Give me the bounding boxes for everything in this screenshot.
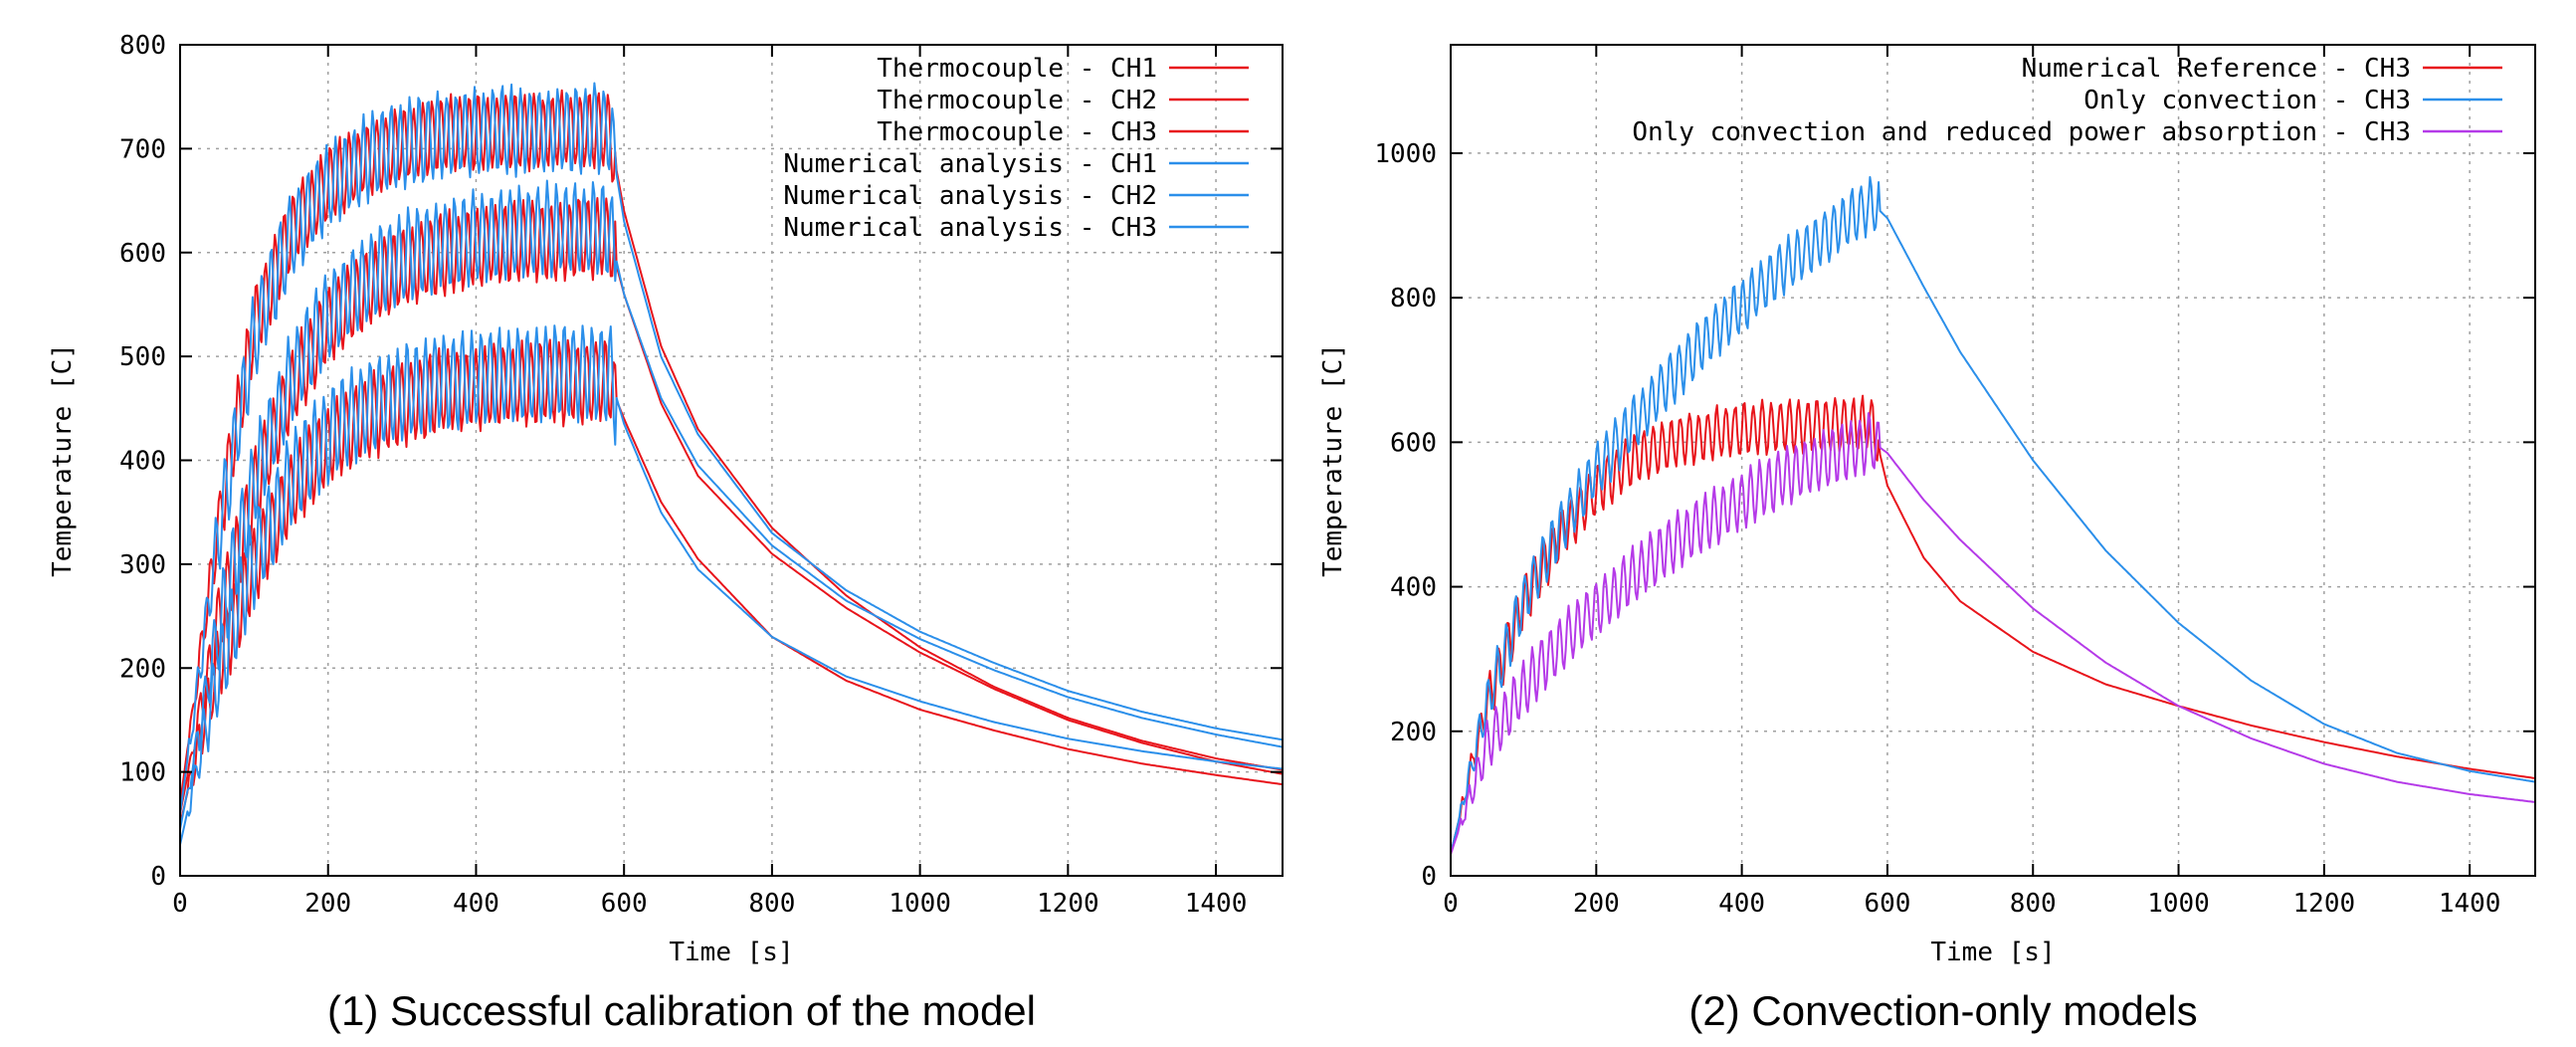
x-tick-label: 400	[1718, 889, 1765, 919]
x-tick-label: 600	[1864, 889, 1910, 919]
y-tick-label: 700	[119, 134, 166, 164]
y-tick-label: 800	[119, 31, 166, 61]
y-tick-label: 200	[119, 654, 166, 684]
x-tick-label: 800	[748, 889, 795, 919]
x-tick-label: 800	[2010, 889, 2057, 919]
chart-caption: (2) Convection-only models	[1688, 987, 2197, 1034]
axis-ticks: 0 200 400 600 800 1000 1200 1400 0 100 200 300 400 50…	[119, 31, 1283, 919]
y-tick-label: 500	[119, 342, 166, 372]
y-tick-label: 800	[1390, 284, 1437, 314]
y-tick-label: 300	[119, 550, 166, 580]
chart-caption: (1) Successful calibration of the model	[327, 987, 1036, 1034]
legend-label: Numerical analysis - CH1	[783, 149, 1157, 179]
y-tick-label: 400	[119, 447, 166, 477]
legend-label: Numerical analysis - CH3	[783, 213, 1157, 243]
series-line-1	[1450, 394, 2536, 855]
x-tick-label: 1200	[1037, 889, 1099, 919]
plot-frame	[1450, 44, 2536, 877]
x-tick-label: 1400	[2439, 889, 2501, 919]
series-line-5	[179, 179, 1284, 830]
x-tick-label: 1000	[889, 889, 951, 919]
legend-label: Numerical Reference - CH3	[2022, 54, 2411, 84]
x-tick-label: 0	[172, 889, 188, 919]
series-line-2	[1450, 175, 2536, 855]
x-tick-label: 400	[453, 889, 499, 919]
y-tick-label: 0	[1421, 862, 1437, 892]
y-tick-label: 600	[119, 239, 166, 269]
chart-panel-convection: 0 200 400 600 800 1000 1200 1400 0 200 400 600 800 10…	[1318, 44, 2536, 1034]
y-tick-label: 0	[150, 862, 166, 892]
axis-ticks: 0 200 400 600 800 1000 1200 1400 0 200 400 600 800 10…	[1374, 45, 2535, 919]
x-tick-label: 200	[304, 889, 351, 919]
legend-label: Thermocouple - CH1	[877, 54, 1157, 84]
grid-lines	[1451, 45, 2535, 876]
x-tick-label: 0	[1443, 889, 1459, 919]
grid-lines	[180, 45, 1283, 876]
y-tick-label: 400	[1390, 573, 1437, 603]
series-line-3	[1450, 412, 2536, 855]
legend-label: Numerical analysis - CH2	[783, 181, 1157, 211]
y-tick-label: 200	[1390, 718, 1437, 747]
legend-label: Only convection and reduced power absorp…	[1632, 117, 2411, 147]
x-tick-label: 1000	[2147, 889, 2210, 919]
y-tick-label: 600	[1390, 428, 1437, 458]
series-line-4	[179, 82, 1284, 814]
series-lines	[1450, 175, 2536, 855]
chart-panel-calibration: 0 200 400 600 800 1000 1200 1400 0 100 200 300 400 50…	[48, 31, 1284, 1034]
y-tick-label: 1000	[1374, 139, 1437, 169]
y-axis-label: Temperature [C]	[48, 343, 78, 577]
legend-label: Thermocouple - CH2	[877, 86, 1157, 115]
series-line-6	[179, 324, 1284, 845]
x-tick-label: 1200	[2293, 889, 2356, 919]
y-tick-label: 100	[119, 758, 166, 788]
legend-label: Only convection - CH3	[2083, 86, 2411, 115]
x-tick-label: 200	[1573, 889, 1620, 919]
series-line-1	[179, 89, 1284, 804]
x-axis-label: Time [s]	[1930, 938, 2055, 967]
series-lines	[179, 82, 1284, 845]
y-axis-label: Temperature [C]	[1318, 343, 1348, 577]
series-line-3	[179, 338, 1284, 825]
x-tick-label: 1400	[1185, 889, 1248, 919]
x-tick-label: 600	[601, 889, 648, 919]
legend-label: Thermocouple - CH3	[877, 117, 1157, 147]
x-axis-label: Time [s]	[669, 938, 793, 967]
